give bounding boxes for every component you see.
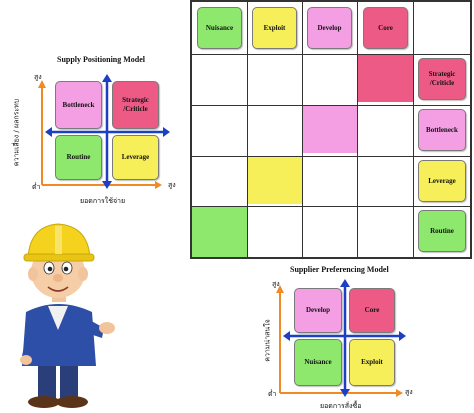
supply-quad-leverage: Leverage	[112, 135, 159, 180]
header-routine-label: Routine	[430, 226, 454, 235]
supply-x-high: สูง	[168, 181, 176, 189]
matrix-cell-develop-bottleneck	[303, 106, 358, 153]
grid-line	[190, 105, 472, 106]
header-strategic-label: Strategic /Criticle	[428, 70, 456, 87]
grid-line	[190, 0, 472, 2]
grid-line	[190, 54, 472, 55]
grid-line	[413, 0, 414, 259]
header-nuisance: Nuisance	[197, 7, 242, 49]
header-develop: Develop	[307, 7, 352, 49]
matrix-cell-core-strategic	[358, 55, 413, 102]
supplier-quad-nuisance: Nuisance	[294, 339, 342, 386]
supplier-quad-core-label: Core	[364, 306, 380, 314]
header-bottleneck: Bottleneck	[418, 109, 466, 151]
grid-line	[247, 0, 248, 259]
header-exploit-label: Exploit	[263, 23, 286, 32]
grid-line	[190, 206, 472, 207]
supplier-x-axis-label: ยอดการสั่งซื้อ	[320, 402, 362, 410]
supply-quad-routine: Routine	[55, 135, 102, 180]
header-bottleneck-label: Bottleneck	[426, 125, 458, 134]
grid-line	[190, 257, 472, 259]
header-leverage-label: Leverage	[428, 176, 456, 185]
supplier-quad-develop-label: Develop	[305, 306, 331, 314]
header-exploit: Exploit	[252, 7, 297, 49]
grid-line	[470, 0, 472, 259]
header-strategic: Strategic /Criticle	[418, 58, 466, 100]
matrix-cell-exploit-leverage	[248, 157, 303, 204]
supplier-preferencing-title: Supplier Preferencing Model	[290, 265, 389, 274]
grid-line	[302, 0, 303, 259]
supply-positioning-title: Supply Positioning Model	[57, 55, 146, 64]
supplier-quad-exploit-label: Exploit	[361, 358, 383, 366]
positioning-matrix: Nuisance Exploit Develop Core Strategic …	[190, 0, 472, 260]
header-routine: Routine	[418, 210, 466, 252]
supplier-quad-nuisance-label: Nuisance	[304, 358, 332, 366]
supplier-x-high: สูง	[405, 388, 413, 396]
supply-y-low: ต่ำ	[32, 183, 41, 191]
matrix-cell-nuisance-routine	[192, 207, 248, 257]
supplier-y-low: ต่ำ	[268, 390, 277, 398]
header-core-label: Core	[378, 23, 393, 32]
supply-x-axis-label: ยอดการใช้จ่าย	[80, 197, 126, 205]
header-nuisance-label: Nuisance	[205, 23, 234, 32]
grid-line	[190, 0, 192, 259]
supplier-quad-exploit: Exploit	[349, 339, 395, 386]
header-develop-label: Develop	[317, 23, 342, 32]
supply-quad-bottleneck: Bottleneck	[55, 81, 102, 129]
supply-quad-routine-label: Routine	[66, 153, 91, 161]
header-leverage: Leverage	[418, 160, 466, 202]
supply-quad-bottleneck-label: Bottleneck	[62, 100, 95, 109]
supplier-y-high: สูง	[272, 280, 280, 288]
header-core: Core	[363, 7, 408, 49]
supplier-quad-develop: Develop	[294, 288, 342, 333]
grid-line	[190, 156, 472, 157]
supply-quad-leverage-label: Leverage	[121, 153, 150, 161]
grid-line	[357, 0, 358, 259]
supply-quad-strategic-label: Strategic /Criticle	[122, 96, 149, 113]
supplier-quad-core: Core	[349, 288, 395, 333]
supply-y-high: สูง	[34, 73, 42, 81]
supply-quad-strategic: Strategic /Criticle	[112, 81, 159, 129]
